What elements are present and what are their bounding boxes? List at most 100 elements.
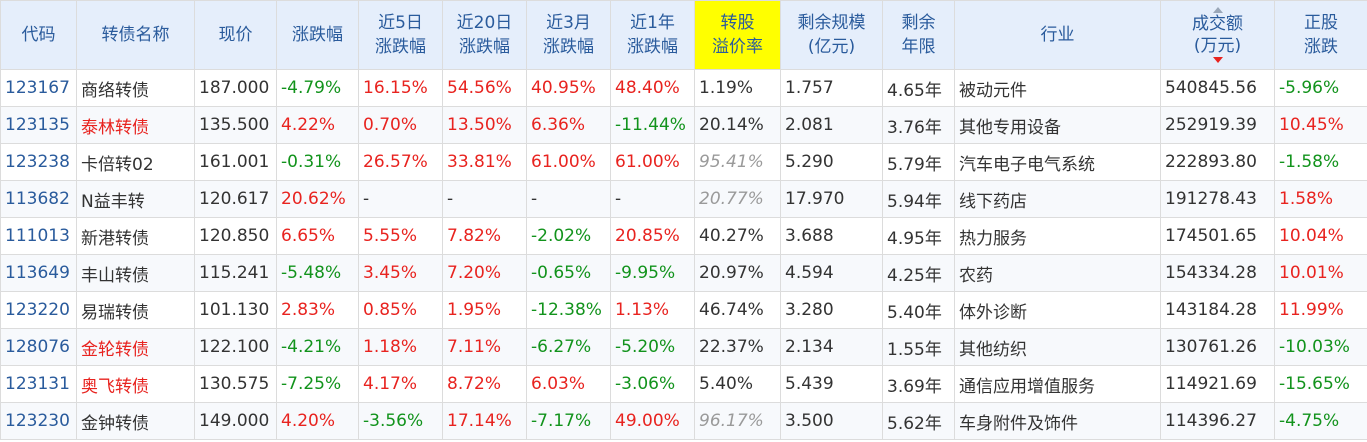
cell-change-5d: 4.17% (358, 365, 443, 403)
col-header-change-1y[interactable]: 近1年 涨跌幅 (610, 0, 695, 70)
cell-name[interactable]: 泰林转债 (76, 106, 195, 144)
cell-volume: 174501.65 (1160, 217, 1275, 255)
cell-change-20d: 7.11% (442, 328, 527, 366)
col-header-volume[interactable]: 成交额 (万元) (1160, 0, 1275, 70)
cell-price: 120.617 (194, 180, 277, 218)
cell-industry: 农药 (954, 254, 1161, 292)
cell-code[interactable]: 123167 (0, 69, 77, 107)
cell-code[interactable]: 113649 (0, 254, 77, 292)
cell-price: 130.575 (194, 365, 277, 403)
cell-change: 20.62% (276, 180, 359, 218)
cell-change: -4.79% (276, 69, 359, 107)
cell-remain-size: 5.439 (780, 365, 883, 403)
header-row: 代码 转债名称 现价 涨跌幅 近5日 涨跌幅 近20日 涨跌幅 近3月 涨跌幅 近1年… (0, 0, 1367, 70)
cell-name[interactable]: 新港转债 (76, 217, 195, 255)
col-header-name[interactable]: 转债名称 (76, 0, 195, 70)
cell-remain-size: 3.500 (780, 402, 883, 440)
cell-volume: 222893.80 (1160, 143, 1275, 181)
cell-code[interactable]: 128076 (0, 328, 77, 366)
col-header-change-20d[interactable]: 近20日 涨跌幅 (442, 0, 527, 70)
cell-name[interactable]: 易瑞转债 (76, 291, 195, 329)
cell-remain-size: 1.757 (780, 69, 883, 107)
cell-code[interactable]: 123135 (0, 106, 77, 144)
cell-stock-change: -4.75% (1274, 402, 1367, 440)
sort-asc-icon (1212, 7, 1223, 13)
cell-change-3m: -7.17% (526, 402, 611, 440)
cell-code[interactable]: 123220 (0, 291, 77, 329)
cell-change-5d: -3.56% (358, 402, 443, 440)
cell-code[interactable]: 123131 (0, 365, 77, 403)
table-row[interactable]: 123131 奥飞转债 130.575 -7.25% 4.17% 8.72% 6.03% -3… (0, 365, 1367, 403)
col-header-change-3m[interactable]: 近3月 涨跌幅 (526, 0, 611, 70)
cell-price: 101.130 (194, 291, 277, 329)
cell-volume: 143184.28 (1160, 291, 1275, 329)
cell-change-5d: 1.18% (358, 328, 443, 366)
cell-code[interactable]: 123230 (0, 402, 77, 440)
table-row[interactable]: 123220 易瑞转债 101.130 2.83% 0.85% 1.95% -12.38% 1… (0, 291, 1367, 329)
col-header-stock-change[interactable]: 正股 涨跌 (1274, 0, 1367, 70)
cell-name[interactable]: N益丰转 (76, 180, 195, 218)
cell-change-3m: 6.36% (526, 106, 611, 144)
cell-change-20d: 7.82% (442, 217, 527, 255)
cell-change-5d: 0.85% (358, 291, 443, 329)
cell-code[interactable]: 123238 (0, 143, 77, 181)
cell-change-1y: -11.44% (610, 106, 695, 144)
col-header-premium[interactable]: 转股 溢价率 (694, 0, 781, 70)
cell-industry: 热力服务 (954, 217, 1161, 255)
cell-change-3m: -2.02% (526, 217, 611, 255)
cell-change-3m: -12.38% (526, 291, 611, 329)
table-row[interactable]: 128076 金轮转债 122.100 -4.21% 1.18% 7.11% -6.27% -… (0, 328, 1367, 366)
cell-change-1y: 48.40% (610, 69, 695, 107)
cell-change-20d: 8.72% (442, 365, 527, 403)
cell-premium: 40.27% (694, 217, 781, 255)
cell-volume: 114921.69 (1160, 365, 1275, 403)
table-row[interactable]: 123135 泰林转债 135.500 4.22% 0.70% 13.50% 6.36% -1… (0, 106, 1367, 144)
cell-premium: 22.37% (694, 328, 781, 366)
col-header-change-5d[interactable]: 近5日 涨跌幅 (358, 0, 443, 70)
cell-name[interactable]: 奥飞转债 (76, 365, 195, 403)
col-header-code[interactable]: 代码 (0, 0, 77, 70)
table-row[interactable]: 123238 卡倍转02 161.001 -0.31% 26.57% 33.81% 61.0… (0, 143, 1367, 181)
cell-volume: 130761.26 (1160, 328, 1275, 366)
cell-remain-years: 5.94年 (882, 180, 955, 218)
cell-change: 2.83% (276, 291, 359, 329)
sort-desc-icon (1212, 57, 1223, 63)
cell-name[interactable]: 丰山转债 (76, 254, 195, 292)
col-header-remain-size[interactable]: 剩余规模 (亿元) (780, 0, 883, 70)
cell-name[interactable]: 金轮转债 (76, 328, 195, 366)
table-row[interactable]: 123230 金钟转债 149.000 4.20% -3.56% 17.14% -7.17%… (0, 402, 1367, 440)
table-row[interactable]: 113682 N益丰转 120.617 20.62% - - - -20.77% 17.970 5… (0, 180, 1367, 218)
cell-remain-size: 3.688 (780, 217, 883, 255)
cell-name[interactable]: 金钟转债 (76, 402, 195, 440)
cell-name[interactable]: 卡倍转02 (76, 143, 195, 181)
cell-remain-years: 5.62年 (882, 402, 955, 440)
cell-volume: 191278.43 (1160, 180, 1275, 218)
table-row[interactable]: 123167 商络转债 187.000 -4.79% 16.15% 54.56% 40.95… (0, 69, 1367, 107)
cell-industry: 被动元件 (954, 69, 1161, 107)
cell-price: 161.001 (194, 143, 277, 181)
col-header-change[interactable]: 涨跌幅 (276, 0, 359, 70)
col-header-price[interactable]: 现价 (194, 0, 277, 70)
cell-change: -0.31% (276, 143, 359, 181)
table-row[interactable]: 111013 新港转债 120.850 6.65% 5.55% 7.82% -2.02% 20… (0, 217, 1367, 255)
cell-remain-years: 5.79年 (882, 143, 955, 181)
cell-volume: 252919.39 (1160, 106, 1275, 144)
table-row[interactable]: 113649 丰山转债 115.241 -5.48% 3.45% 7.20% -0.65% -… (0, 254, 1367, 292)
cell-code[interactable]: 113682 (0, 180, 77, 218)
cell-change-3m: 40.95% (526, 69, 611, 107)
col-header-industry[interactable]: 行业 (954, 0, 1161, 70)
cell-change-3m: 61.00% (526, 143, 611, 181)
cell-remain-size: 17.970 (780, 180, 883, 218)
cell-remain-size: 4.594 (780, 254, 883, 292)
cell-remain-years: 4.25年 (882, 254, 955, 292)
cell-change-3m: -6.27% (526, 328, 611, 366)
cell-stock-change: 10.04% (1274, 217, 1367, 255)
cell-stock-change: -5.96% (1274, 69, 1367, 107)
cell-name[interactable]: 商络转债 (76, 69, 195, 107)
cell-code[interactable]: 111013 (0, 217, 77, 255)
cell-volume: 154334.28 (1160, 254, 1275, 292)
cell-change-1y: 49.00% (610, 402, 695, 440)
col-header-remain-years[interactable]: 剩余 年限 (882, 0, 955, 70)
cell-change-1y: -9.95% (610, 254, 695, 292)
cell-premium: 95.41% (694, 143, 781, 181)
